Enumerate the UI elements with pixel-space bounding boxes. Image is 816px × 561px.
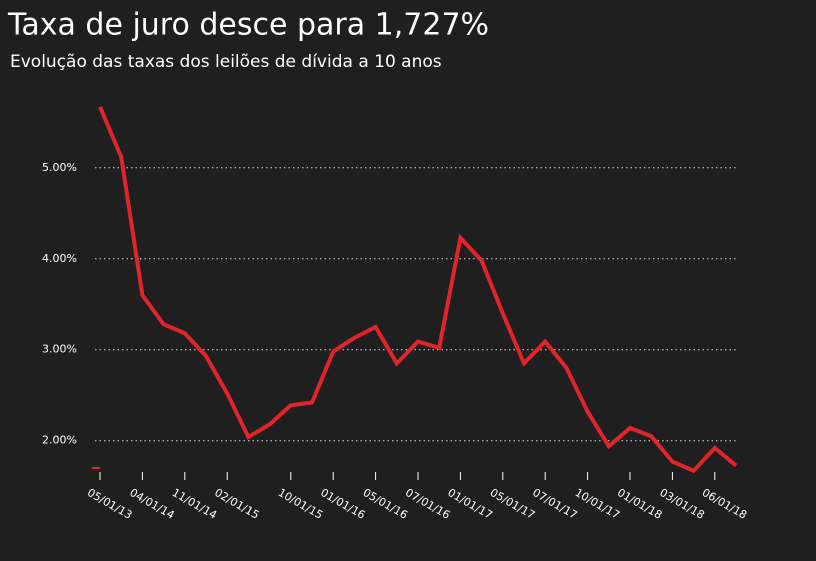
- chart-subtitle: Evolução das taxas dos leilões de dívida…: [10, 52, 442, 72]
- y-tick-label: 2.00%: [42, 434, 77, 447]
- y-tick-label: 4.00%: [42, 252, 77, 265]
- y-tick-label: 5.00%: [42, 161, 77, 174]
- line: [98, 106, 738, 474]
- chart-title: Taxa de juro desce para 1,727%: [7, 8, 489, 43]
- y-tick-label: 3.00%: [42, 343, 77, 356]
